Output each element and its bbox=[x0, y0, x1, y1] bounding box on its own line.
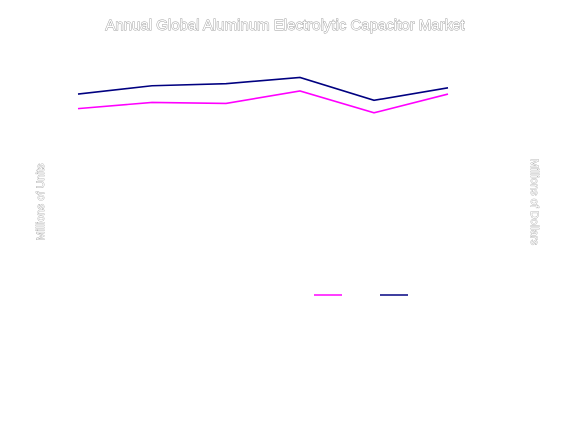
y-axis-label: Millions of Units bbox=[35, 163, 47, 241]
y2-axis-label: Millions of Dollars bbox=[528, 159, 540, 246]
chart-title: Annual Global Aluminum Electrolytic Capa… bbox=[105, 17, 465, 34]
series-line-units bbox=[77, 90, 449, 114]
series-line-dollars bbox=[77, 76, 449, 102]
series-layer bbox=[77, 76, 449, 114]
